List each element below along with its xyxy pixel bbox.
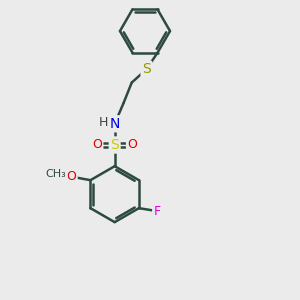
Text: H: H <box>99 116 108 129</box>
Text: N: N <box>110 117 120 131</box>
Text: S: S <box>142 62 151 76</box>
Text: F: F <box>154 205 161 218</box>
Text: O: O <box>128 139 137 152</box>
Text: S: S <box>110 138 119 152</box>
Text: O: O <box>92 139 102 152</box>
Text: CH₃: CH₃ <box>46 169 66 179</box>
Text: O: O <box>66 170 76 183</box>
